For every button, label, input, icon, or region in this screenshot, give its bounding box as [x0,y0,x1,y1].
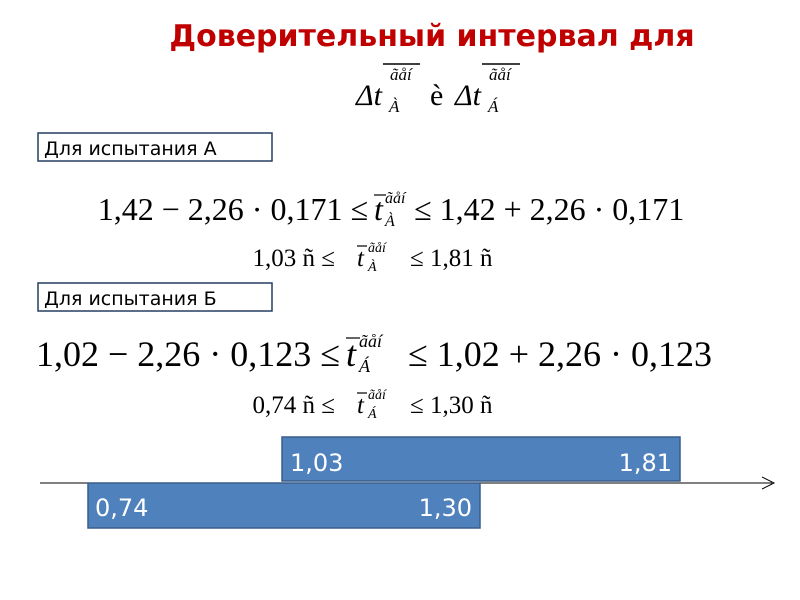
section-label: Для испытания А [44,138,217,160]
result: 0,74 ñ ≤ t ãåí Á ≤ 1,30 ñ [253,388,493,422]
interval-low: 1,03 [290,449,343,477]
inequality: 1,02 − 2,26 · 0,123 ≤ t ãåí Á ≤ 1,02 + 2… [36,331,712,376]
rhs: ≤ 1,42 + 2,26 · 0,171 [414,191,684,227]
interval-high: 1,30 [419,494,472,522]
var: Δt [355,79,383,112]
interval-bar [87,482,481,529]
interval-bar [281,436,681,482]
var: t [346,334,357,374]
sub: À [388,97,400,116]
heading-formula: Δt ãåí À è Δt ãåí Á [355,63,520,116]
lhs: 1,02 − 2,26 · 0,123 ≤ [36,334,340,374]
sup: ãåí [385,190,407,207]
conj: è [430,79,443,112]
sub: À [367,258,377,275]
lhs: 0,74 ñ ≤ [253,392,335,419]
lhs: 1,03 ñ ≤ [253,245,335,272]
section-label: Для испытания Б [44,288,217,310]
sup: ãåí [390,65,413,84]
lhs: 1,42 − 2,26 · 0,171 ≤ [98,191,368,227]
sub: Á [358,355,371,376]
label-box [37,132,273,162]
sup: ãåí [368,388,387,403]
sub: À [384,211,395,230]
title: Доверительный интервал для [169,19,694,54]
interval-low: 0,74 [95,494,148,522]
rhs: ≤ 1,02 + 2,26 · 0,123 [408,334,712,374]
var: Δt [454,79,482,112]
rhs: ≤ 1,81 ñ [410,245,493,272]
sup: ãåí [489,65,512,84]
var: t [357,245,365,272]
sub: Á [487,97,499,116]
result: 1,03 ñ ≤ t ãåí À ≤ 1,81 ñ [253,241,493,275]
inequality: 1,42 − 2,26 · 0,171 ≤ t ãåí À ≤ 1,42 + 2… [98,190,685,230]
var: t [374,191,384,227]
sub: Á [367,405,377,422]
interval-high: 1,81 [619,449,672,477]
var: t [357,392,365,419]
axis-arrow [761,476,776,490]
rhs: ≤ 1,30 ñ [410,392,493,419]
sup: ãåí [368,241,387,256]
label-box [37,282,273,312]
sup: ãåí [359,331,384,351]
